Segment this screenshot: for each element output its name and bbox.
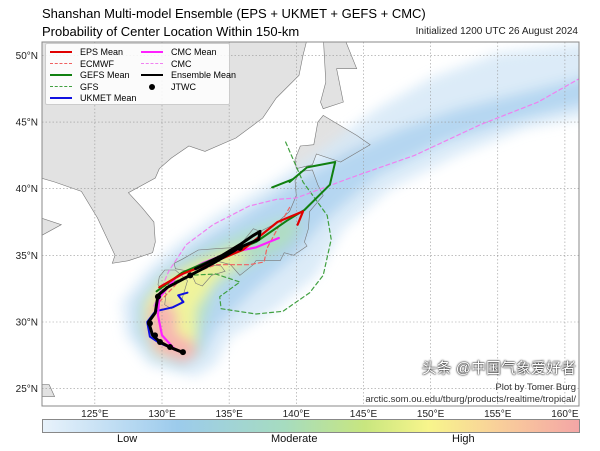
lat-tick-label: 25°N [16,384,38,395]
land-taiwan [42,384,55,397]
probability-plume [121,43,579,377]
land-shandong [42,218,62,236]
chart-subtitle: Probability of Center Location Within 15… [42,24,300,39]
lon-tick-label: 135°E [215,409,243,420]
legend-label: CMC Mean [171,47,217,57]
colorbar-low-label: Low [117,433,138,445]
jtwc-point [167,344,174,351]
jtwc-point [156,338,163,345]
lat-tick-label: 35°N [16,251,38,262]
line-swatch-icon [50,86,72,87]
track-cmc [153,78,579,307]
jtwc-point [152,332,159,339]
line-swatch-icon [50,51,72,53]
jtwc-point [146,320,153,327]
colorbar-moderate-label: Moderate [271,433,318,445]
coast-hokkaido [294,115,371,170]
plume-band-1 [135,78,579,369]
legend-item: Ensemble Mean [141,69,236,81]
coast-shandong [42,217,63,236]
lat-tick-label: 40°N [16,184,38,195]
jtwc-point [187,272,194,279]
legend-item: CMC [141,58,192,70]
lat-tick-label: 30°N [16,318,38,329]
colorbar-high-label: High [452,433,475,445]
line-swatch-icon [141,74,163,76]
line-swatch-icon [50,74,72,76]
legend-item: GFS [50,81,99,93]
legend-label: GFS [80,81,99,92]
legend-label: EPS Mean [80,47,124,57]
map-frame [41,41,580,407]
jtwc-point [179,349,186,356]
credit-author: Plot by Tomer Burg [495,382,576,393]
line-swatch-icon [141,63,163,64]
legend-label: JTWC [171,81,196,92]
colorbar [42,419,580,433]
lat-tick-label: 45°N [16,118,38,129]
legend-item: ECMWF [50,58,114,70]
plume-band-4 [148,298,197,362]
track-gfs [161,141,332,315]
lon-tick-label: 125°E [81,409,109,420]
credit-url[interactable]: arctic.som.ou.edu/tburg/products/realtim… [365,394,576,405]
jtwc-point [154,293,161,300]
legend-item: GEFS Mean [50,69,130,81]
legend-item: JTWC [141,81,196,93]
lon-tick-label: 145°E [350,409,378,420]
track-eps-mean [158,210,305,289]
dot-marker-icon [149,83,155,90]
jtwc-point [236,244,243,251]
lon-tick-label: 130°E [148,409,176,420]
coast-taiwan [42,384,56,397]
coast-sakhalin [320,42,358,110]
line-swatch-icon [141,51,163,53]
legend-label: GEFS Mean [80,70,130,80]
legend: EPS Mean ECMWF GEFS Mean GFS UKMET Mean CMC M… [45,43,236,105]
legend-label: Ensemble Mean [171,70,237,80]
watermark: 头条 @中国气象爱好者 [421,360,576,377]
tracks-layer [146,78,579,356]
axis-ticks: 125°E 130°E 135°E 140°E 145°E 150°E 155°E 160°E… [16,51,579,420]
line-swatch-icon [50,97,72,99]
lon-tick-label: 150°E [417,409,445,420]
legend-item: EPS Mean [50,46,123,58]
lon-tick-label: 160°E [551,409,579,420]
legend-label: UKMET Mean [80,93,137,103]
legend-label: CMC [171,58,192,69]
legend-label: ECMWF [80,58,114,69]
land-sakhalin [320,42,357,109]
lon-tick-label: 140°E [283,409,311,420]
chart-title: Shanshan Multi-model Ensemble (EPS + UKM… [42,6,426,21]
legend-item: UKMET Mean [50,92,136,104]
coast-asia [42,42,307,264]
line-swatch-icon [50,63,72,64]
lat-tick-label: 50°N [16,51,38,62]
initialized-time: Initialized 1200 UTC 26 August 2024 [415,26,578,37]
legend-item: CMC Mean [141,46,217,58]
lon-tick-label: 155°E [484,409,512,420]
